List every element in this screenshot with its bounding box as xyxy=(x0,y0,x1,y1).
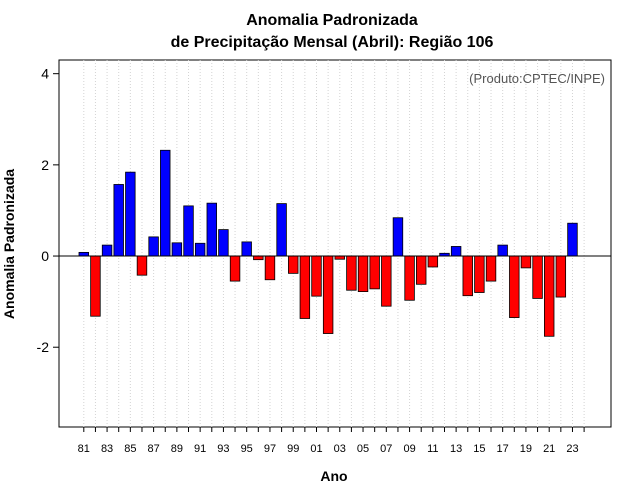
bar-2001 xyxy=(311,255,322,297)
bar-2017 xyxy=(497,244,508,257)
x-tick-label: 13 xyxy=(450,443,462,455)
bar-2014 xyxy=(462,255,473,297)
bar-1993 xyxy=(218,229,229,257)
x-tick-label: 23 xyxy=(566,443,578,455)
bar-1983 xyxy=(101,244,113,257)
bar-2011 xyxy=(427,255,439,268)
bar-2009 xyxy=(404,255,415,301)
y-tick-label: -2 xyxy=(37,339,50,355)
x-tick-label: 03 xyxy=(334,443,346,455)
x-tick-label: 91 xyxy=(194,443,206,455)
y-axis: -2 0 2 4 xyxy=(37,66,59,355)
vertical-gridlines xyxy=(83,60,585,427)
bar-1982 xyxy=(90,255,101,317)
x-tick-label: 19 xyxy=(520,443,532,455)
y-axis-title: Anomalia Padronizada xyxy=(1,169,17,319)
bar-2005 xyxy=(357,255,369,292)
bar-1997 xyxy=(264,255,276,281)
x-tick-label: 95 xyxy=(241,443,253,455)
y-tick-label: 4 xyxy=(41,66,49,82)
bar-1984 xyxy=(113,184,124,257)
bar-1989 xyxy=(171,242,183,257)
x-tick-label: 15 xyxy=(473,443,485,455)
x-tick-label: 17 xyxy=(497,443,509,455)
x-tick-label: 97 xyxy=(264,443,276,455)
y-tick-label: 0 xyxy=(41,248,49,264)
bar-2013 xyxy=(450,246,462,257)
x-tick-label: 01 xyxy=(310,443,322,455)
x-tick-label: 89 xyxy=(171,443,183,455)
bar-2020 xyxy=(532,255,543,299)
bar-2000 xyxy=(299,255,311,319)
bar-2019 xyxy=(520,255,532,269)
bar-1990 xyxy=(183,205,194,257)
x-tick-label: 09 xyxy=(403,443,415,455)
x-tick-label: 87 xyxy=(147,443,159,455)
bar-1995 xyxy=(241,241,252,257)
bar-2022 xyxy=(555,255,567,298)
bar-1985 xyxy=(125,171,136,257)
bar-2023 xyxy=(567,222,578,257)
credit-label: (Produto:CPTEC/INPE) xyxy=(469,71,605,86)
bar-1981 xyxy=(78,251,90,257)
bar-2021 xyxy=(544,255,555,337)
x-axis: 81 83 85 87 89 91 93 95 97 99 01 03 05 07 09 11 13 15 17 19… xyxy=(78,427,585,455)
chart-title-line1: Anomalia Padronizada xyxy=(246,12,418,29)
x-tick-label: 81 xyxy=(78,443,90,455)
x-tick-label: 93 xyxy=(217,443,229,455)
chart-title-line2: de Precipitação Mensal (Abril): Região 1… xyxy=(171,34,494,51)
bar-1991 xyxy=(194,242,206,257)
bar-2015 xyxy=(474,255,485,293)
bar-1987 xyxy=(148,236,159,257)
x-tick-label: 07 xyxy=(380,443,392,455)
x-tick-label: 21 xyxy=(543,443,555,455)
bar-1988 xyxy=(160,149,171,257)
bar-1994 xyxy=(229,255,241,282)
bar-2010 xyxy=(416,255,427,285)
bar-2007 xyxy=(381,255,392,307)
bar-2016 xyxy=(485,255,497,282)
bar-1998 xyxy=(276,203,287,257)
x-axis-title: Ano xyxy=(320,468,347,484)
bar-1999 xyxy=(288,255,299,274)
bar-1986 xyxy=(136,255,148,276)
bar-1992 xyxy=(206,202,217,257)
bar-2008 xyxy=(392,217,404,257)
x-tick-label: 05 xyxy=(357,443,369,455)
bar-2006 xyxy=(369,255,380,290)
bar-1996 xyxy=(253,255,264,261)
x-tick-label: 11 xyxy=(427,443,438,455)
bar-2004 xyxy=(346,255,357,291)
bars xyxy=(78,149,590,337)
x-tick-label: 83 xyxy=(101,443,113,455)
bar-2018 xyxy=(509,255,520,318)
x-tick-label: 85 xyxy=(124,443,136,455)
x-tick-label: 99 xyxy=(287,443,299,455)
y-tick-label: 2 xyxy=(41,157,49,173)
bar-2002 xyxy=(322,255,334,334)
plot-frame xyxy=(58,59,612,428)
